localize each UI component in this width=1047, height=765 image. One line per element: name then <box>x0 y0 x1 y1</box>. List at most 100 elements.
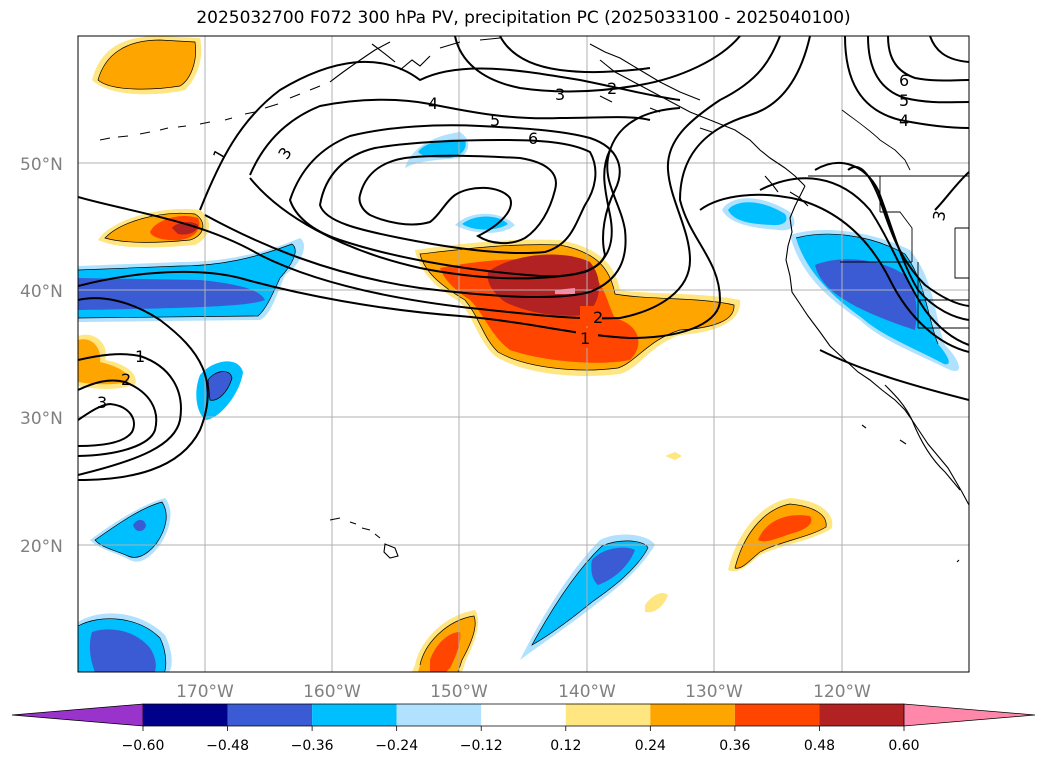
contour-label-5: 5 <box>899 91 909 110</box>
lon-label-160: 160°W <box>303 682 361 702</box>
pv-contour-2 <box>78 36 781 320</box>
contour-label-1: 1 <box>135 347 145 366</box>
precip-blob-negative <box>206 371 232 401</box>
pv-contour-5 <box>288 124 621 278</box>
pv-contour-right <box>934 171 969 211</box>
lon-label-130: 130°W <box>685 682 743 702</box>
graticule <box>78 36 969 672</box>
pv-contour-right <box>887 36 969 82</box>
precip-outline <box>419 244 735 371</box>
colorbar-segment <box>143 704 228 726</box>
pv-contour-right <box>814 161 969 321</box>
contour-label-1: 1 <box>580 329 590 348</box>
precip-blob-negative <box>591 547 635 585</box>
coastline-alaska-peninsula <box>371 43 713 133</box>
contour-label-4: 4 <box>899 111 909 130</box>
precip-blob-negative <box>728 202 787 226</box>
precip-blob-negative <box>418 139 466 158</box>
pv-contour-upper <box>454 36 741 93</box>
precip-outline <box>78 618 167 672</box>
pv-contour-lower-left <box>78 297 209 481</box>
precip-blob-positive <box>758 515 812 542</box>
coastline-baja <box>884 384 961 491</box>
pv-contour-right <box>819 349 969 401</box>
colorbar-tick-label: 0.12 <box>550 738 581 754</box>
precip-outlines <box>78 39 939 672</box>
longitude-labels: 170°W 160°W 150°W 140°W 130°W 120°W <box>176 682 871 702</box>
colorbar-segment <box>227 704 313 726</box>
pv-contour-lower-left <box>78 402 135 447</box>
lon-label-150: 150°W <box>430 682 488 702</box>
colorbar-segment <box>565 704 651 726</box>
precip-outline <box>734 503 827 569</box>
colorbar-tick-label: 0.48 <box>804 738 835 754</box>
colorbar-tick-label: 0.60 <box>888 738 919 754</box>
lat-label-40: 40°N <box>20 282 63 302</box>
colorbar-segment <box>312 704 397 726</box>
pv-contour-upper <box>499 36 651 74</box>
colorbar-segment <box>650 704 735 726</box>
precip-blob-positive <box>430 632 461 672</box>
lat-label-30: 30°N <box>20 409 63 429</box>
precip-outline <box>531 540 649 646</box>
pv-contour-right <box>847 165 969 307</box>
precip-blob-positive <box>487 254 600 316</box>
contour-label-6: 6 <box>528 129 538 148</box>
map-area: 2 1 1 3 4 5 6 3 2 6 5 4 3 1 2 3 <box>78 36 969 672</box>
pv-contours <box>78 36 969 481</box>
colorbar-tick-label: −0.60 <box>122 738 165 754</box>
pv-contour-3 <box>199 60 681 211</box>
colorbar-tick-label: 0.36 <box>719 738 750 754</box>
coastline-alaska <box>329 37 806 187</box>
colorbar-extend-min <box>11 703 144 727</box>
precip-blob-negative <box>89 629 156 672</box>
lon-label-140: 140°W <box>558 682 616 702</box>
pv-contour-4 <box>249 98 651 176</box>
colorbar-extend-max <box>903 703 1036 727</box>
colorbar-segment <box>819 704 904 726</box>
precip-blob-negative <box>815 259 917 330</box>
precip-outline <box>207 371 233 401</box>
pv-contour-inner <box>358 154 557 244</box>
contour-label-6: 6 <box>899 71 909 90</box>
colorbar-ticks: −0.60 −0.48 −0.36 −0.24 −0.12 0.12 0.24 0.36 0.4… <box>122 726 920 754</box>
colorbar-tick-label: −0.36 <box>291 738 334 754</box>
pv-contour-right <box>867 36 969 104</box>
colorbar-frame <box>143 703 904 727</box>
coastline-islands-small <box>861 424 960 563</box>
contour-label-4: 4 <box>428 94 438 113</box>
coastline-north-america <box>785 185 969 506</box>
colorbar <box>11 703 1036 727</box>
pv-contour-1 <box>78 36 811 340</box>
contour-label-3: 3 <box>929 209 949 222</box>
lon-label-170: 170°W <box>176 682 234 702</box>
contour-label-3: 3 <box>97 393 107 412</box>
pv-contour-right <box>759 177 969 346</box>
colorbar-segment <box>396 704 482 726</box>
latitude-labels: 50°N 40°N 30°N 20°N <box>20 155 63 557</box>
precip-outline <box>94 501 167 558</box>
colorbar-tick-label: −0.12 <box>460 738 503 754</box>
precip-blob-negative <box>95 502 167 558</box>
map-frame <box>77 35 970 673</box>
coastline-hawaii <box>329 517 399 559</box>
precip-blob-positive <box>645 593 668 613</box>
precip-blob-positive <box>665 452 682 460</box>
precip-outline <box>97 39 196 90</box>
precip-blob-positive <box>98 40 196 90</box>
coastline-aleutians <box>99 85 321 141</box>
colorbar-tick-label: −0.24 <box>375 738 418 754</box>
colorbar-segment <box>481 704 566 726</box>
contour-label-3: 3 <box>555 85 565 104</box>
contour-label-2: 2 <box>593 308 603 327</box>
contour-label-5: 5 <box>490 111 500 130</box>
colorbar-tick-label: 0.24 <box>635 738 666 754</box>
map-title: 2025032700 F072 300 hPa PV, precipitatio… <box>196 8 851 28</box>
border-canada-alaska <box>841 109 911 171</box>
precip-outline <box>78 243 296 319</box>
pv-contour-right <box>699 193 969 353</box>
colorbar-tick-label: −0.48 <box>206 738 249 754</box>
pv-contour-lower-left <box>78 353 182 476</box>
pv-contour-lower-left <box>78 379 158 457</box>
